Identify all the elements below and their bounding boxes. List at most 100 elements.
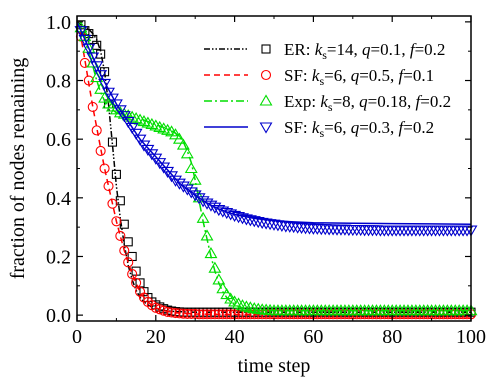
data-point xyxy=(271,220,285,232)
data-point xyxy=(196,211,210,223)
legend-marker xyxy=(260,69,272,81)
data-point xyxy=(186,308,197,320)
data-point xyxy=(107,198,118,209)
data-point xyxy=(198,309,209,320)
legend-entry: SF: ks=6, q=0.5, f=0.1 xyxy=(204,66,434,88)
data-point xyxy=(263,219,277,231)
data-point xyxy=(212,273,226,285)
data-point xyxy=(96,49,106,59)
data-point xyxy=(247,302,261,314)
data-point xyxy=(121,117,135,129)
data-point xyxy=(111,216,122,227)
data-point xyxy=(169,128,182,140)
data-point xyxy=(413,225,427,237)
data-point xyxy=(100,67,110,77)
data-point xyxy=(217,309,228,320)
data-point xyxy=(216,282,230,294)
data-point xyxy=(425,225,439,237)
legend-label: SF: ks=6, q=0.3, f=0.2 xyxy=(284,118,434,140)
data-point xyxy=(194,309,205,320)
data-point xyxy=(228,210,242,223)
data-point xyxy=(188,173,202,185)
data-point xyxy=(354,224,368,237)
data-point xyxy=(275,220,289,232)
x-tick-label: 0 xyxy=(72,326,82,348)
data-point xyxy=(448,225,462,237)
ticks-layer: 0 20 40 60 80 100 0.0 0.2 0.4 0.6 0.8 1.0 xyxy=(46,12,486,348)
data-point xyxy=(95,145,106,156)
data-point xyxy=(220,288,234,300)
data-point xyxy=(393,225,407,237)
data-point xyxy=(161,123,175,135)
data-point xyxy=(184,187,198,199)
y-tick-label: 1.0 xyxy=(46,12,71,34)
x-tick-label: 100 xyxy=(456,326,486,348)
y-axis-label: fraction of nodes remaining xyxy=(7,58,29,280)
data-point xyxy=(452,225,466,237)
data-point xyxy=(208,261,222,273)
series-line xyxy=(76,21,471,312)
data-point xyxy=(389,225,403,237)
data-point xyxy=(158,305,169,316)
data-point xyxy=(287,222,301,234)
data-point xyxy=(115,230,126,242)
series-layer xyxy=(74,20,478,320)
data-point xyxy=(200,229,214,241)
data-point xyxy=(243,301,257,313)
y-tick-label: 0.6 xyxy=(46,129,71,151)
legend-label: Exp: ks=8, q=0.18, f=0.2 xyxy=(284,92,451,114)
y-tick-label: 0.2 xyxy=(46,246,71,268)
data-point xyxy=(141,116,155,128)
data-point xyxy=(172,178,186,190)
data-point xyxy=(405,225,419,237)
legend-label: ER: ks=14, q=0.1, f=0.2 xyxy=(284,40,445,62)
legend-entry: Exp: ks=8, q=0.18, f=0.2 xyxy=(204,92,451,114)
data-point xyxy=(224,209,238,221)
data-point xyxy=(157,122,171,134)
data-point xyxy=(109,99,123,111)
data-point xyxy=(225,309,236,320)
data-point xyxy=(82,41,96,53)
data-point xyxy=(82,43,96,55)
data-point xyxy=(145,117,159,130)
data-point xyxy=(401,225,415,237)
y-tick-label: 0.8 xyxy=(46,71,71,93)
data-point xyxy=(180,147,194,159)
legend-label: SF: ks=6, q=0.5, f=0.1 xyxy=(284,66,434,88)
data-point xyxy=(91,125,102,136)
data-point xyxy=(444,225,458,237)
data-point xyxy=(99,163,110,174)
data-point xyxy=(433,225,446,237)
data-point xyxy=(213,309,224,320)
data-point xyxy=(369,225,383,237)
data-point xyxy=(133,113,147,125)
data-point xyxy=(119,245,130,256)
data-point xyxy=(131,277,142,288)
data-point xyxy=(180,184,194,196)
data-point xyxy=(83,75,94,86)
data-point xyxy=(421,225,435,237)
data-point xyxy=(170,308,181,319)
data-point xyxy=(247,216,261,228)
data-point xyxy=(236,299,249,311)
data-point xyxy=(166,307,177,318)
data-point xyxy=(102,87,115,99)
legend-marker xyxy=(261,44,271,54)
x-tick-label: 40 xyxy=(225,326,245,348)
data-point xyxy=(176,181,190,193)
data-point xyxy=(436,225,450,237)
data-point xyxy=(111,169,121,179)
data-point xyxy=(212,205,226,217)
data-point xyxy=(103,181,114,192)
data-point xyxy=(220,207,234,220)
data-point xyxy=(236,213,249,225)
data-point xyxy=(255,217,269,230)
data-point xyxy=(239,300,253,312)
data-point xyxy=(350,224,364,237)
series-line xyxy=(76,21,472,225)
data-point xyxy=(98,91,112,103)
data-point xyxy=(153,120,167,132)
data-point xyxy=(417,225,431,237)
